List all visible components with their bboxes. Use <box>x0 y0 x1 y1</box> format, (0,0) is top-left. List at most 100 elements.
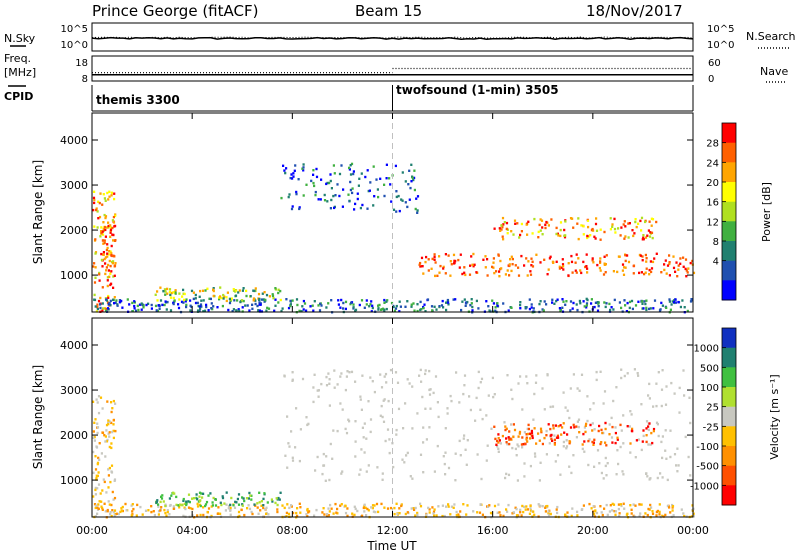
heatmap-cell <box>329 510 331 512</box>
heatmap-cell <box>655 405 657 407</box>
heatmap-cell <box>410 475 412 477</box>
heatmap-cell <box>299 460 301 462</box>
heatmap-cell <box>415 507 417 509</box>
heatmap-cell <box>307 511 309 513</box>
heatmap-cell <box>521 230 523 232</box>
heatmap-cell <box>372 204 374 206</box>
heatmap-cell <box>175 292 177 294</box>
heatmap-cell <box>580 224 582 226</box>
heatmap-cell <box>688 456 690 458</box>
heatmap-cell <box>454 262 456 264</box>
heatmap-cell <box>667 479 669 481</box>
heatmap-cell <box>205 306 207 308</box>
heatmap-cell <box>422 265 424 267</box>
heatmap-cell <box>100 226 102 228</box>
heatmap-cell <box>246 507 248 509</box>
heatmap-cell <box>210 307 212 309</box>
heatmap-cell <box>641 303 643 305</box>
heatmap-cell <box>295 512 297 514</box>
heatmap-cell <box>109 224 111 226</box>
heatmap-cell <box>382 479 384 481</box>
heatmap-cell <box>624 375 626 377</box>
heatmap-cell <box>586 298 588 300</box>
heatmap-cell <box>175 496 177 498</box>
heatmap-cell <box>592 228 594 230</box>
heatmap-cell <box>629 425 631 427</box>
heatmap-cell <box>407 511 409 513</box>
heatmap-cell <box>545 510 547 512</box>
heatmap-cell <box>362 427 364 429</box>
heatmap-cell <box>652 307 654 309</box>
heatmap-cell <box>195 297 197 299</box>
heatmap-cell <box>646 420 648 422</box>
noise-left-tick-bottom: 10^0 <box>61 40 88 51</box>
colorbar-swatch <box>722 261 736 281</box>
date-title: 18/Nov/2017 <box>586 2 683 20</box>
heatmap-cell <box>619 424 621 426</box>
heatmap-cell <box>304 302 306 304</box>
heatmap-cell <box>530 258 532 260</box>
heatmap-cell <box>390 507 392 509</box>
heatmap-cell <box>548 224 550 226</box>
heatmap-cell <box>482 259 484 261</box>
heatmap-cell <box>673 301 675 303</box>
heatmap-cell <box>506 511 508 513</box>
heatmap-cell <box>95 266 97 268</box>
heatmap-cell <box>197 503 199 505</box>
colorbar-tick-label: 28 <box>706 139 719 150</box>
heatmap-cell <box>399 301 401 303</box>
heatmap-cell <box>644 303 646 305</box>
heatmap-cell <box>303 163 305 165</box>
heatmap-cell <box>525 505 527 507</box>
heatmap-cell <box>665 307 667 309</box>
heatmap-cell <box>660 271 662 273</box>
heatmap-cell <box>593 505 595 507</box>
heatmap-cell <box>303 308 305 310</box>
heatmap-cell <box>670 309 672 311</box>
heatmap-cell <box>108 500 110 502</box>
heatmap-cell <box>248 504 250 506</box>
heatmap-cell <box>277 301 279 303</box>
heatmap-cell <box>110 229 112 231</box>
heatmap-cell <box>605 263 607 265</box>
heatmap-cell <box>601 472 603 474</box>
heatmap-cell <box>408 170 410 172</box>
heatmap-cell <box>652 261 654 263</box>
heatmap-cell <box>298 208 300 210</box>
heatmap-cell <box>364 422 366 424</box>
heatmap-cell <box>405 180 407 182</box>
heatmap-cell <box>101 452 103 454</box>
heatmap-cell <box>642 307 644 309</box>
heatmap-cell <box>512 258 514 260</box>
heatmap-cell <box>648 273 650 275</box>
heatmap-cell <box>514 429 516 431</box>
heatmap-cell <box>459 510 461 512</box>
heatmap-cell <box>678 411 680 413</box>
heatmap-cell <box>137 305 139 307</box>
heatmap-cell <box>212 504 214 506</box>
heatmap-cell <box>573 424 575 426</box>
heatmap-cell <box>404 306 406 308</box>
heatmap-cell <box>545 221 547 223</box>
heatmap-cell <box>565 447 567 449</box>
heatmap-cell <box>330 443 332 445</box>
heatmap-cell <box>493 302 495 304</box>
heatmap-cell <box>535 442 537 444</box>
heatmap-cell <box>106 253 108 255</box>
heatmap-cell <box>162 290 164 292</box>
heatmap-cell <box>422 471 424 473</box>
velocity-heatmap <box>92 318 695 519</box>
heatmap-cell <box>392 466 394 468</box>
heatmap-cell <box>119 301 121 303</box>
heatmap-cell <box>550 218 552 220</box>
heatmap-cell <box>112 219 114 221</box>
heatmap-cell <box>355 440 357 442</box>
heatmap-cell <box>425 256 427 258</box>
freq-left-tick-bottom: 8 <box>82 74 88 85</box>
heatmap-cell <box>290 504 292 506</box>
heatmap-cell <box>675 464 677 466</box>
heatmap-cell <box>631 509 633 511</box>
heatmap-cell <box>589 424 591 426</box>
heatmap-cell <box>272 293 274 295</box>
heatmap-cell <box>469 265 471 267</box>
